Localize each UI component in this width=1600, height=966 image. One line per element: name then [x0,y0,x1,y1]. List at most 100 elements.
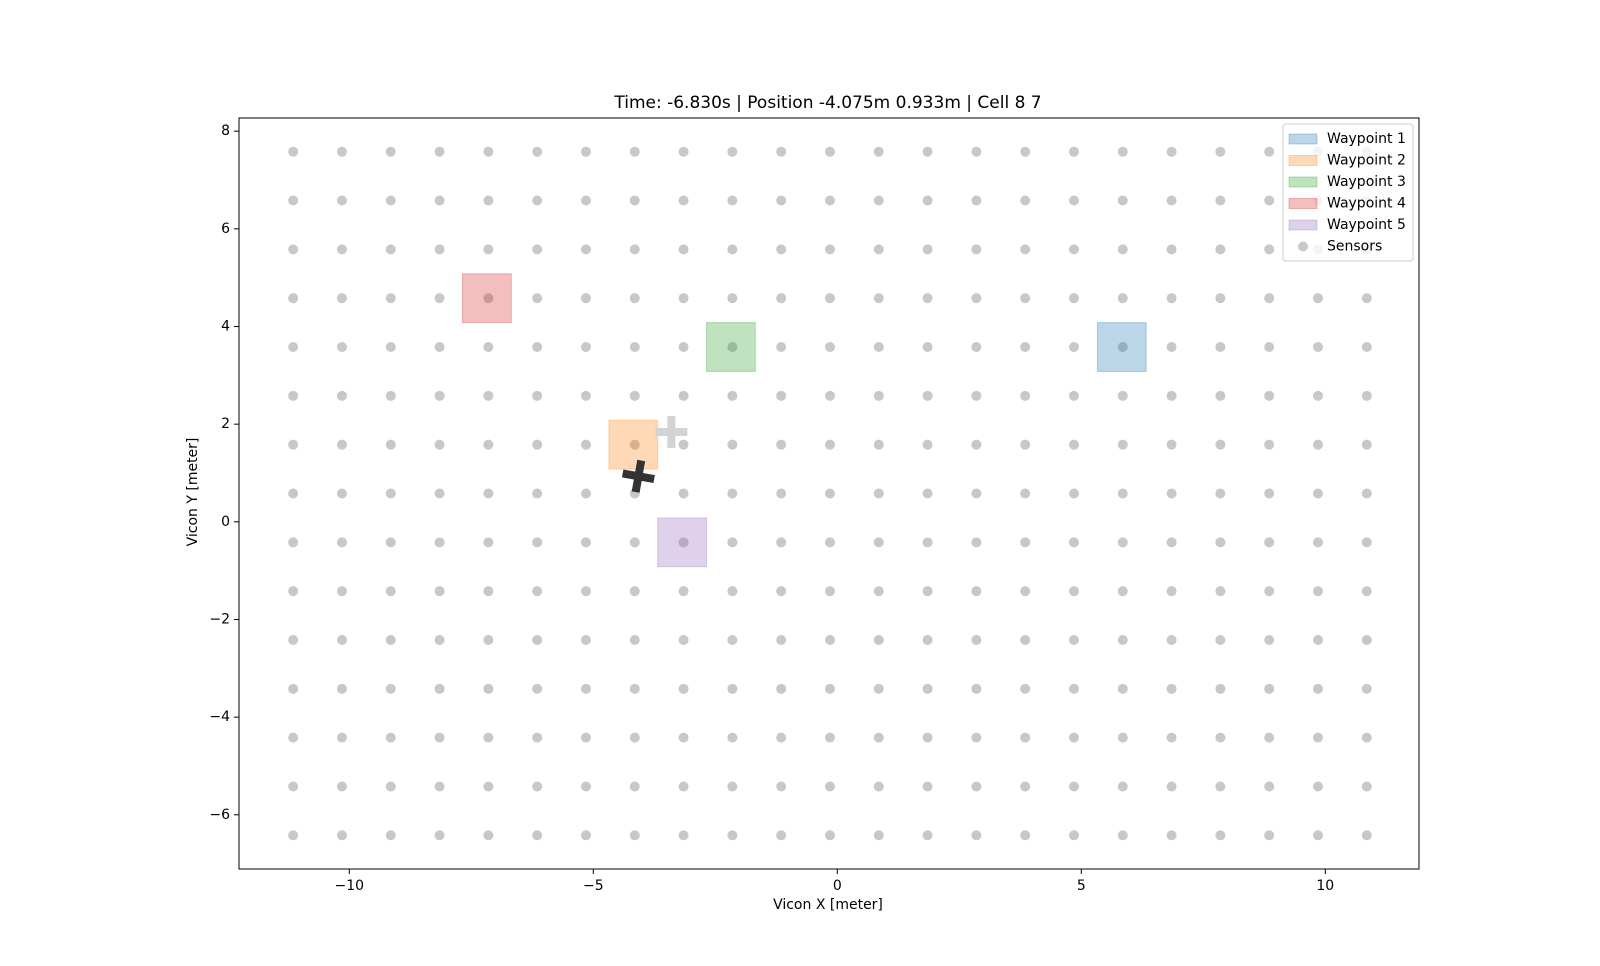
sensor-dot [678,781,689,792]
sensor-dot [532,146,543,157]
sensor-dot [678,488,689,499]
sensor-dot [824,244,835,255]
sensor-dot [1020,830,1031,841]
sensor-dot [971,586,982,597]
sensor-dot [1215,683,1226,694]
sensor-dot [971,781,982,792]
sensor-dot [1020,293,1031,304]
sensor-dot [1215,732,1226,743]
sensor-dot [873,244,884,255]
sensor-dot [824,830,835,841]
sensor-dot [873,830,884,841]
sensor-dot [385,732,396,743]
sensor-dot [336,293,347,304]
sensor-dot [1117,781,1128,792]
sensor-dot [1312,683,1323,694]
sensor-dot [1361,586,1372,597]
sensor-dot [434,244,445,255]
waypoint-area [657,517,708,568]
sensor-dot [971,293,982,304]
sensor-dot [678,293,689,304]
sensor-dot [336,488,347,499]
sensor-dot [288,537,299,548]
sensor-dot [1361,342,1372,353]
sensor-dot [336,244,347,255]
sensor-dot [1215,439,1226,450]
sensor-dot [580,781,591,792]
sensor-dot [873,732,884,743]
sensor-dot [1166,537,1177,548]
sensor-dot [1215,195,1226,206]
sensor-dot [336,732,347,743]
sensor-dot [1068,586,1079,597]
sensor-dot [678,683,689,694]
sensor-dot [483,683,494,694]
sensor-dot [336,683,347,694]
sensor-dot [288,732,299,743]
sensor-dot [532,342,543,353]
sensor-dot [483,488,494,499]
sensor-dot [580,732,591,743]
legend-label: Waypoint 5 [1327,217,1406,233]
legend-label: Waypoint 3 [1327,174,1406,190]
legend-label: Waypoint 4 [1327,196,1406,212]
sensor-dot [1312,586,1323,597]
y-axis-label: Vicon Y [meter] [185,438,201,547]
sensor-dot [288,195,299,206]
sensor-dot [873,342,884,353]
sensor-dot [1361,390,1372,401]
sensor-dot [776,439,787,450]
sensor-dot [824,732,835,743]
sensor-dot [1166,390,1177,401]
sensor-dot [922,439,933,450]
sensor-dot [1312,390,1323,401]
sensor-dot [824,781,835,792]
sensor-dot [1264,244,1275,255]
sensor-dot [385,342,396,353]
sensor-dot [580,586,591,597]
sensor-dot [971,195,982,206]
sensor-dot [922,244,933,255]
sensor-dot [629,537,640,548]
sensor-dot [1117,732,1128,743]
sensor-dot [580,195,591,206]
sensor-dot [288,488,299,499]
sensor-dot [532,634,543,645]
sensor-dot [1068,634,1079,645]
sensor-dot [1020,488,1031,499]
sensor-dot [824,439,835,450]
sensor-dot [385,439,396,450]
sensor-dot [776,537,787,548]
sensor-dot [727,586,738,597]
x-tick-label: 0 [833,878,842,894]
sensor-dot [1264,488,1275,499]
y-tick-label: 6 [221,221,230,237]
sensor-dot [483,439,494,450]
sensor-dot [288,244,299,255]
sensor-dot [532,390,543,401]
sensor-dot [1068,244,1079,255]
sensor-dot [727,244,738,255]
sensor-dot [629,732,640,743]
sensor-dot [483,586,494,597]
sensor-dot [922,537,933,548]
sensor-dot [727,537,738,548]
sensor-dot [532,732,543,743]
sensor-dot [971,537,982,548]
sensor-dot [1068,830,1079,841]
sensor-dot [580,830,591,841]
x-tick-label: −10 [335,878,365,894]
sensor-dot [1117,830,1128,841]
sensor-dot [1068,683,1079,694]
sensor-dot [1068,293,1079,304]
sensor-dot [580,244,591,255]
sensor-dot [678,732,689,743]
sensor-dot [385,586,396,597]
sensor-dot [1166,732,1177,743]
sensor-dot [727,195,738,206]
sensor-dot [727,683,738,694]
sensor-dot [776,586,787,597]
sensor-dot [434,488,445,499]
sensor-dot [1166,586,1177,597]
sensor-dot [873,537,884,548]
